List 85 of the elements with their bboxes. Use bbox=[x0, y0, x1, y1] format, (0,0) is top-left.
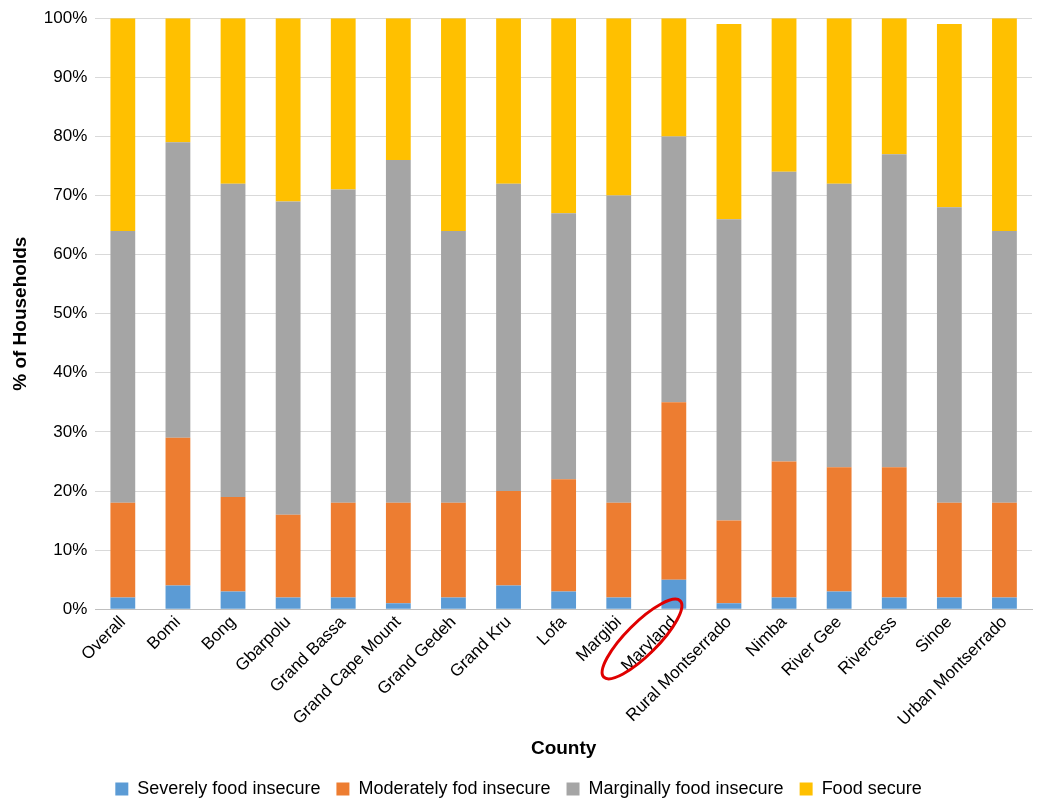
legend-label: Moderately fod insecure bbox=[358, 777, 551, 798]
bar bbox=[716, 603, 742, 609]
bar bbox=[496, 18, 521, 184]
bar bbox=[936, 207, 962, 503]
bar bbox=[385, 18, 411, 161]
bar bbox=[441, 18, 466, 231]
bar bbox=[385, 502, 411, 604]
bar bbox=[992, 18, 1017, 231]
bar bbox=[936, 502, 962, 598]
bar bbox=[826, 183, 852, 468]
bar bbox=[881, 467, 907, 598]
bar bbox=[110, 18, 136, 231]
bar bbox=[551, 213, 577, 480]
bar bbox=[165, 585, 191, 609]
legend-label: Marginally food insecure bbox=[588, 777, 784, 798]
bar bbox=[110, 230, 136, 503]
bar bbox=[606, 502, 632, 598]
bar bbox=[441, 502, 466, 598]
bar bbox=[330, 189, 356, 503]
bar bbox=[661, 136, 687, 403]
y-tick-label: 10% bbox=[53, 539, 88, 559]
bar bbox=[275, 201, 301, 515]
bar bbox=[936, 24, 962, 208]
bar bbox=[716, 24, 742, 220]
bar bbox=[771, 461, 797, 598]
bar bbox=[826, 591, 852, 609]
bar bbox=[551, 591, 577, 609]
bar bbox=[496, 585, 521, 609]
bar bbox=[385, 603, 411, 609]
y-tick-label: 50% bbox=[53, 303, 88, 323]
legend-label: Severely food insecure bbox=[137, 777, 321, 798]
bar bbox=[275, 514, 301, 598]
bar bbox=[881, 597, 907, 609]
bar bbox=[661, 18, 687, 137]
bar bbox=[992, 230, 1017, 503]
bar bbox=[110, 597, 136, 609]
bar bbox=[881, 154, 907, 468]
bar bbox=[330, 502, 356, 598]
bar bbox=[771, 171, 797, 462]
bar bbox=[826, 18, 852, 184]
bar bbox=[881, 18, 907, 155]
bar bbox=[165, 142, 191, 438]
bar bbox=[496, 491, 521, 586]
bar bbox=[330, 597, 356, 609]
bar bbox=[771, 18, 797, 172]
bar bbox=[771, 597, 797, 609]
y-tick-label: 90% bbox=[53, 66, 88, 86]
bar bbox=[606, 18, 632, 196]
y-tick-label: 100% bbox=[43, 7, 88, 27]
bar bbox=[496, 183, 521, 492]
bar bbox=[165, 437, 191, 586]
y-tick-label: 60% bbox=[53, 244, 88, 264]
bar bbox=[220, 591, 246, 609]
bar bbox=[330, 18, 356, 190]
bar bbox=[110, 502, 136, 598]
bar bbox=[441, 597, 466, 609]
bar bbox=[936, 597, 962, 609]
y-tick-label: 0% bbox=[62, 598, 88, 618]
bar bbox=[441, 230, 466, 503]
bar bbox=[606, 597, 632, 609]
bar bbox=[220, 496, 246, 592]
x-axis-title: County bbox=[530, 736, 597, 758]
bar bbox=[716, 520, 742, 604]
bar bbox=[165, 18, 191, 143]
x-tick-label: Lofa bbox=[532, 611, 571, 649]
y-tick-label: 80% bbox=[53, 126, 88, 146]
bar bbox=[551, 18, 577, 214]
y-axis-title: % of Households bbox=[8, 236, 30, 391]
bar bbox=[992, 597, 1017, 609]
bar bbox=[716, 219, 742, 521]
bar bbox=[992, 502, 1017, 598]
bar bbox=[661, 402, 687, 580]
y-tick-label: 30% bbox=[53, 421, 88, 441]
legend-label: Food secure bbox=[821, 777, 922, 798]
bar bbox=[385, 160, 411, 503]
y-tick-label: 40% bbox=[53, 362, 88, 382]
bar bbox=[551, 479, 577, 592]
y-tick-label: 70% bbox=[53, 185, 88, 205]
y-tick-label: 20% bbox=[53, 480, 88, 500]
bar bbox=[275, 18, 301, 202]
bar bbox=[275, 597, 301, 609]
bar bbox=[826, 467, 852, 592]
bar bbox=[220, 18, 246, 184]
bar bbox=[606, 195, 632, 503]
bar bbox=[220, 183, 246, 497]
